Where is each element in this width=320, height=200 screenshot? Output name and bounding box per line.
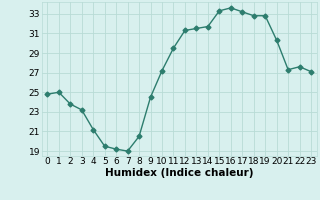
X-axis label: Humidex (Indice chaleur): Humidex (Indice chaleur) — [105, 168, 253, 178]
